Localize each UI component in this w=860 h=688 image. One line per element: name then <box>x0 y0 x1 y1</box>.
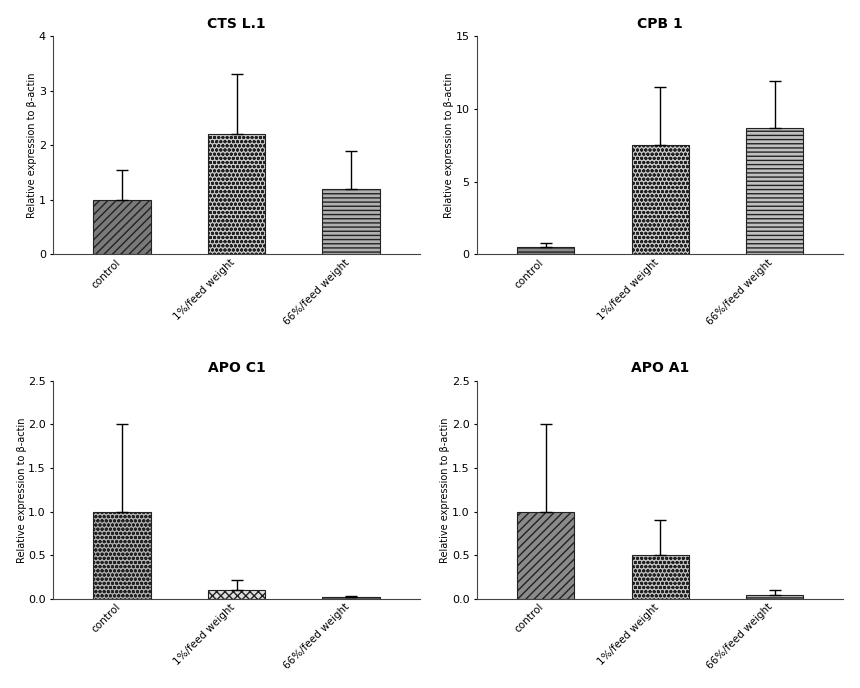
Y-axis label: Relative expression to β-actin: Relative expression to β-actin <box>28 72 37 218</box>
Bar <box>631 145 689 255</box>
Y-axis label: Relative expression to β-actin: Relative expression to β-actin <box>16 417 27 563</box>
Title: CTS L.1: CTS L.1 <box>207 17 266 31</box>
Bar <box>322 189 379 255</box>
Title: APO C1: APO C1 <box>207 361 266 376</box>
Y-axis label: Relative expression to β-actin: Relative expression to β-actin <box>440 417 451 563</box>
Bar <box>517 247 574 255</box>
Bar <box>746 594 803 599</box>
Bar <box>631 555 689 599</box>
Title: CPB 1: CPB 1 <box>637 17 683 31</box>
Bar <box>94 512 150 599</box>
Bar <box>322 597 379 599</box>
Bar <box>208 590 265 599</box>
Bar <box>517 512 574 599</box>
Y-axis label: Relative expression to β-actin: Relative expression to β-actin <box>444 72 454 218</box>
Bar <box>746 128 803 255</box>
Title: APO A1: APO A1 <box>631 361 690 376</box>
Bar <box>208 134 265 255</box>
Bar <box>94 200 150 255</box>
